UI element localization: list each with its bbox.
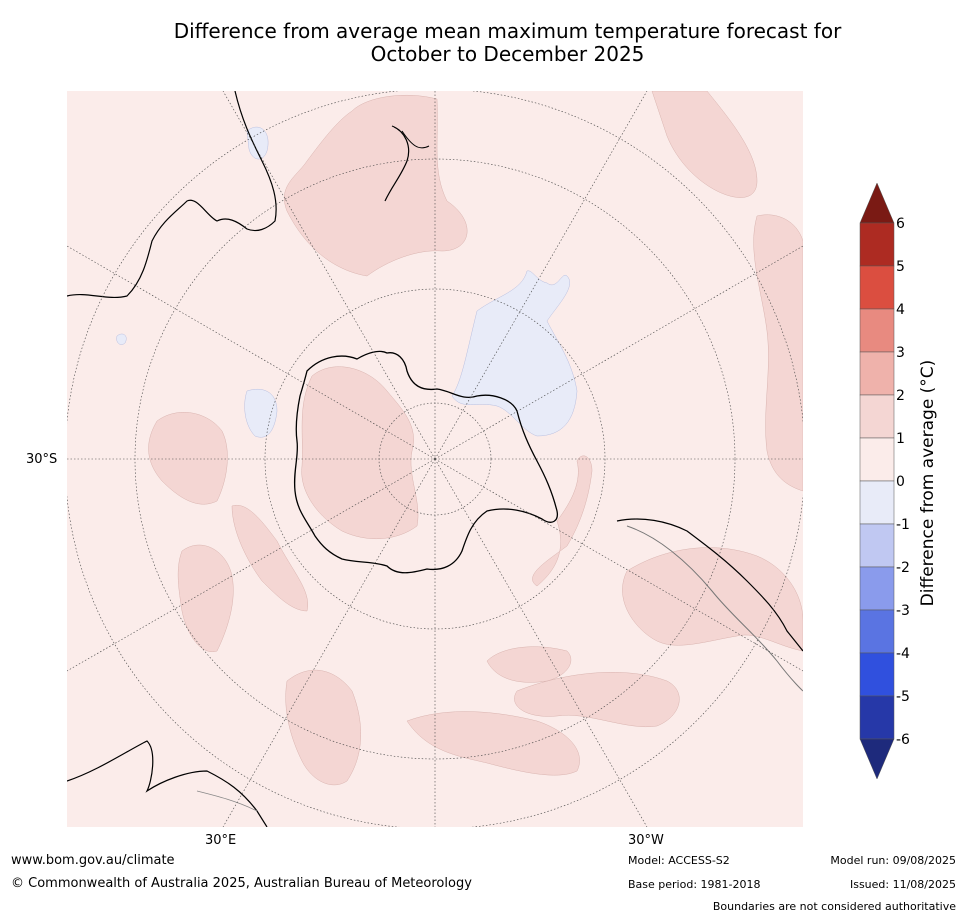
footer-issued: Issued: 11/08/2025	[849, 878, 956, 891]
map-title: Difference from average mean maximum tem…	[0, 20, 965, 66]
anomaly-map	[67, 91, 803, 827]
colorbar-bin	[859, 652, 895, 697]
colorbar-tick-label: -5	[896, 689, 910, 705]
warm-region-southwest	[285, 669, 361, 786]
colorbar-bin	[859, 265, 895, 310]
colorbar-tick-label: 0	[896, 474, 905, 490]
warm-region-south-america-shelf	[622, 547, 803, 652]
colorbar-bin	[859, 351, 895, 396]
meridian-150e	[222, 91, 436, 460]
antarctica-coastline	[293, 350, 558, 574]
parallel-45s	[264, 288, 606, 630]
colorbar-ticks: 6 5 4 3 2 1 0 -1 -2 -3 -4 -5 -6	[896, 216, 910, 748]
south-america-coastline	[616, 518, 803, 652]
cool-region-small-west	[244, 388, 278, 438]
colorbar-tick-label: 2	[896, 388, 905, 404]
colorbar-bin	[859, 308, 895, 353]
footer-url[interactable]: www.bom.gov.au/climate	[11, 853, 175, 868]
meridian-30e	[222, 458, 436, 827]
warm-region-north-pacific	[651, 91, 758, 198]
colorbar-tick-label: -3	[896, 603, 910, 619]
colorbar-title: Difference from average (°C)	[918, 359, 938, 607]
meridian-120w	[434, 245, 803, 460]
colorbar-tick-label: 4	[896, 302, 905, 318]
label-30s: 30°S	[26, 452, 58, 467]
colorbar-tick-label: -1	[896, 517, 910, 533]
meridian-30w	[434, 458, 648, 827]
colorbar-bin	[859, 523, 895, 568]
cool-region-dot	[116, 333, 127, 345]
warm-region-tasman	[284, 94, 468, 277]
meridian-150w	[434, 91, 648, 460]
meridian-60e	[67, 458, 436, 672]
footer-base-period: Base period: 1981-2018	[628, 878, 761, 891]
label-30w: 30°W	[628, 833, 664, 848]
warm-region-weddell	[532, 455, 593, 587]
title-line-1: Difference from average mean maximum tem…	[173, 19, 842, 43]
warm-region-southern-atlantic	[514, 672, 680, 728]
colorbar-bins	[859, 182, 895, 780]
warm-region-east-edge	[753, 214, 803, 492]
warm-region-south-atlantic-2	[406, 711, 580, 776]
colorbar-bin	[859, 480, 895, 525]
colorbar-bin	[859, 182, 895, 224]
colorbar-bin	[859, 222, 895, 267]
colorbar-tick-label: 5	[896, 259, 905, 275]
colorbar-tick-label: 6	[896, 216, 905, 232]
new-zealand-south	[401, 130, 430, 149]
colorbar-bin	[859, 738, 895, 780]
colorbar-bin	[859, 609, 895, 654]
graticule	[67, 91, 803, 827]
footer-model: Model: ACCESS-S2	[628, 854, 730, 867]
colorbar-tick-label: -6	[896, 732, 910, 748]
africa-coastline	[67, 740, 268, 827]
colorbar: 6 5 4 3 2 1 0 -1 -2 -3 -4 -5 -6	[859, 182, 910, 780]
warm-region-southern-indian	[231, 504, 309, 612]
footer-disclaimer: Boundaries are not considered authoritat…	[712, 900, 956, 913]
title-line-2: October to December 2025	[370, 42, 645, 66]
label-30e: 30°E	[205, 833, 237, 848]
colorbar-tick-label: 1	[896, 431, 905, 447]
cool-region-north-west	[246, 126, 269, 160]
colorbar-bin	[859, 566, 895, 611]
warm-anomaly-regions	[148, 91, 803, 786]
australia-coastline	[67, 91, 277, 299]
colorbar-bin	[859, 695, 895, 740]
footer-model-run: Model run: 09/08/2025	[830, 854, 956, 867]
footer-copyright: © Commonwealth of Australia 2025, Austra…	[11, 876, 472, 891]
meridian-60w	[434, 458, 803, 672]
meridian-120e	[67, 245, 436, 460]
south-america-inland	[626, 525, 803, 692]
warm-region-mid-atlantic	[486, 646, 572, 683]
warm-region-south-africa-sea	[177, 544, 234, 653]
new-zealand-coastline	[384, 125, 410, 202]
colorbar-tick-label: -4	[896, 646, 910, 662]
warm-region-antarctica	[301, 366, 419, 539]
africa-border	[196, 790, 258, 812]
colorbar-tick-label: 3	[896, 345, 905, 361]
colorbar-tick-label: -2	[896, 560, 910, 576]
colorbar-bin	[859, 437, 895, 482]
colorbar-bin	[859, 394, 895, 439]
warm-region-indian-ocean	[148, 412, 228, 505]
